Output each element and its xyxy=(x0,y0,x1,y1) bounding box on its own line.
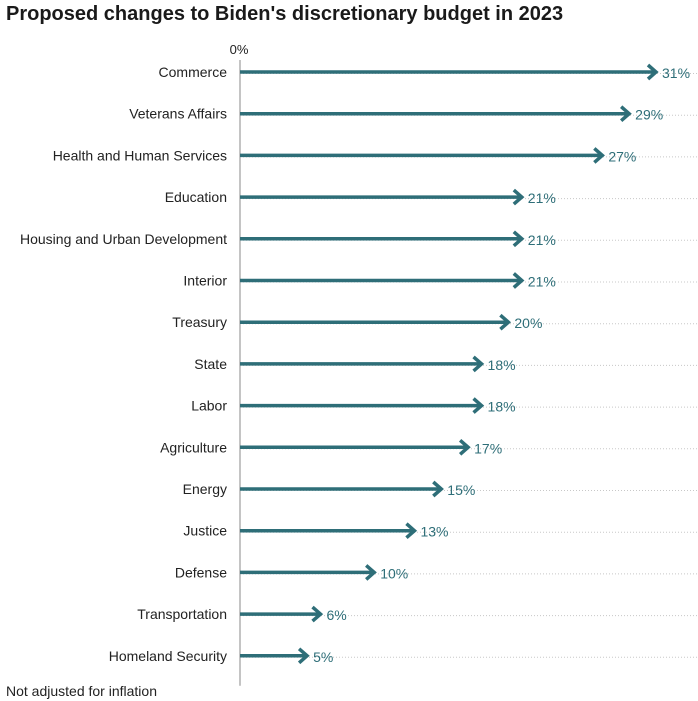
category-label: Energy xyxy=(183,481,227,497)
value-label: 21% xyxy=(528,190,556,206)
bar-arrowhead xyxy=(458,438,471,456)
category-label: Homeland Security xyxy=(109,648,227,664)
value-label: 27% xyxy=(608,148,636,164)
category-label: State xyxy=(194,356,227,372)
value-label: 5% xyxy=(313,649,333,665)
value-label: 18% xyxy=(488,357,516,373)
value-label: 21% xyxy=(528,232,556,248)
value-label: 15% xyxy=(447,482,475,498)
bar-arrowhead xyxy=(472,397,485,414)
value-label: 20% xyxy=(514,315,542,331)
bar-arrowhead xyxy=(499,313,512,331)
value-label: 18% xyxy=(488,399,516,415)
category-label: Labor xyxy=(191,398,227,414)
category-label: Housing and Urban Development xyxy=(20,231,227,247)
bar-arrowhead xyxy=(365,564,377,581)
value-label: 29% xyxy=(635,107,663,123)
bar-arrowhead xyxy=(646,63,659,81)
category-label: Commerce xyxy=(159,64,228,80)
footnote: Not adjusted for inflation xyxy=(6,683,157,699)
category-label: Education xyxy=(165,189,227,205)
category-label: Transportation xyxy=(137,606,227,622)
bar-arrowhead xyxy=(405,522,418,540)
value-label: 6% xyxy=(327,607,347,623)
bar-arrowhead xyxy=(297,647,310,665)
bar-arrowhead xyxy=(472,355,485,373)
bar-arrowhead xyxy=(512,272,525,289)
bar-arrowhead xyxy=(432,480,444,498)
category-label: Veterans Affairs xyxy=(129,106,227,122)
bar-arrowhead xyxy=(620,105,632,123)
category-label: Justice xyxy=(183,523,227,539)
axis-zero-label: 0% xyxy=(230,42,249,57)
category-label: Agriculture xyxy=(160,439,227,455)
category-label: Health and Human Services xyxy=(53,147,227,163)
bar-arrowhead xyxy=(311,605,324,623)
value-label: 31% xyxy=(662,65,690,81)
bar-arrowhead xyxy=(593,147,605,164)
value-label: 13% xyxy=(420,524,448,540)
value-label: 17% xyxy=(474,440,502,456)
value-label: 21% xyxy=(528,274,556,290)
value-label: 10% xyxy=(380,565,408,581)
bar-arrowhead xyxy=(512,188,525,206)
category-label: Treasury xyxy=(172,314,227,330)
category-label: Interior xyxy=(183,273,227,289)
category-label: Defense xyxy=(175,564,227,580)
bar-arrowhead xyxy=(512,230,525,248)
chart-title: Proposed changes to Biden's discretionar… xyxy=(6,3,564,25)
